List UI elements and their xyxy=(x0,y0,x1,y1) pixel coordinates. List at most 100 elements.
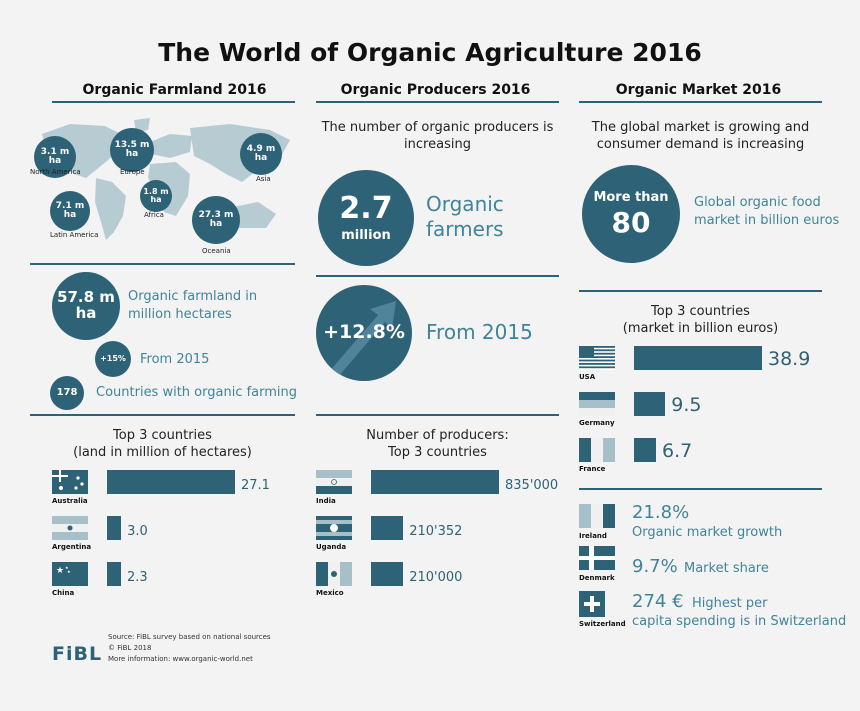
page-title: The World of Organic Agriculture 2016 xyxy=(158,38,702,67)
bar xyxy=(371,470,499,494)
market-subtitle: The global market is growing and consumer… xyxy=(591,120,810,152)
bar xyxy=(107,470,235,494)
region-oceania-label: Oceania xyxy=(202,247,231,255)
region-asia-label: Asia xyxy=(256,175,271,183)
market-top3-chart: USA 38.9 Germany 9.5 France 6.7 xyxy=(579,346,829,486)
svg-text:★: ★ xyxy=(56,566,64,576)
ireland-fact-label: Organic market growth xyxy=(632,525,783,540)
denmark-label: Denmark xyxy=(579,574,615,582)
switzerland-label: Switzerland xyxy=(579,620,626,628)
bar xyxy=(371,562,404,586)
country-label: France xyxy=(579,465,606,473)
bar-value-label: 9.5 xyxy=(671,394,702,416)
farmland-header-rule xyxy=(52,101,295,103)
australia-flag-icon xyxy=(52,470,88,494)
region-asia-bubble: 4.9 m ha xyxy=(240,133,282,175)
denmark-flag-icon xyxy=(579,546,615,570)
fibl-logo: FiBL xyxy=(52,643,103,665)
producers-header-rule xyxy=(316,101,559,103)
switzerland-flag-icon xyxy=(579,591,605,617)
country-label: China xyxy=(52,589,75,597)
bar xyxy=(634,438,657,462)
market-header: Organic Market 2016 xyxy=(615,82,782,98)
country-label: Mexico xyxy=(316,589,344,597)
farmland-countries-label: Countries with organic farming xyxy=(96,385,298,400)
bar-value-label: 27.1 xyxy=(241,478,270,493)
india-flag-icon xyxy=(316,470,352,494)
farmland-countries-bubble: 178 xyxy=(50,376,84,410)
region-europe-bubble: 13.5 m ha xyxy=(110,128,154,172)
denmark-fact-label: Market share xyxy=(684,561,769,576)
bar xyxy=(107,562,121,586)
bar-value-label: 6.7 xyxy=(662,440,693,462)
producers-divider-1 xyxy=(316,275,559,277)
uganda-flag-icon xyxy=(316,516,352,540)
svg-text:★: ★ xyxy=(65,565,69,570)
region-latin-america-label: Latin America xyxy=(50,231,99,239)
market-divider-2 xyxy=(579,488,822,490)
country-label: Australia xyxy=(52,497,88,505)
country-label: Uganda xyxy=(316,543,347,551)
market-main-bubble: More than 80 xyxy=(582,165,680,263)
region-europe-label: Europe xyxy=(120,168,145,176)
farmland-growth-label: From 2015 xyxy=(140,352,210,367)
region-north-america-label: North America xyxy=(30,168,81,176)
producers-main-bubble: 2.7 million xyxy=(318,170,414,266)
region-north-america-bubble: 3.1 m ha xyxy=(34,136,76,178)
farmland-total-label: Organic farmland in million hectares xyxy=(128,289,258,322)
usa-flag-icon xyxy=(579,346,615,370)
region-africa-label: Africa xyxy=(144,211,164,219)
bar-value-label: 835'000 xyxy=(505,478,559,493)
region-africa-bubble: 1.8 m ha xyxy=(140,180,172,212)
producers-divider-2 xyxy=(316,414,559,416)
switzerland-fact-label: Highest per xyxy=(692,596,768,611)
argentina-flag-icon xyxy=(52,516,88,540)
germany-flag-icon xyxy=(579,392,615,416)
growth-arrow-icon xyxy=(328,301,396,377)
ireland-value: 21.8% xyxy=(632,502,690,523)
farmland-top3-title: Top 3 countries (land in million of hecta… xyxy=(73,428,252,460)
switzerland-value: 274 € xyxy=(632,591,684,612)
bar-value-label: 3.0 xyxy=(127,524,148,539)
producers-growth-label: From 2015 xyxy=(426,320,533,344)
producers-main-label: Organic farmers xyxy=(426,192,504,241)
denmark-value: 9.7% xyxy=(632,556,678,577)
producers-top3-chart: India 835'000 Uganda 210'352 Mexico 210'000 xyxy=(316,470,566,610)
farmland-growth-bubble: +15% xyxy=(95,341,131,377)
market-top3-title: Top 3 countries (market in billion euros) xyxy=(622,304,779,336)
svg-text:★: ★ xyxy=(67,569,71,574)
farmland-total-bubble: 57.8 m ha xyxy=(52,272,120,340)
bar-value-label: 38.9 xyxy=(768,348,811,370)
footer-source: Source: FiBL survey based on national so… xyxy=(108,633,271,663)
region-oceania-bubble: 27.3 m ha xyxy=(192,196,240,244)
country-label: Argentina xyxy=(52,543,92,551)
producers-growth-bubble: +12.8% xyxy=(316,285,412,381)
china-flag-icon: ★ ★ ★ xyxy=(52,562,88,586)
bar xyxy=(634,392,666,416)
market-header-rule xyxy=(579,101,822,103)
market-divider-1 xyxy=(579,290,822,292)
country-label: India xyxy=(316,497,336,505)
land-top3-chart: Australia 27.1 Argentina 3.0 ★ ★ ★ China 2.3 xyxy=(52,470,302,610)
farmland-divider-2 xyxy=(30,414,295,416)
bar-value-label: 210'352 xyxy=(409,524,463,539)
bar xyxy=(371,516,404,540)
ireland-flag-icon xyxy=(579,504,615,528)
bar-value-label: 2.3 xyxy=(127,570,148,585)
mexico-flag-icon xyxy=(316,562,352,586)
france-flag-icon xyxy=(579,438,615,462)
producers-subtitle: The number of organic producers is increa… xyxy=(321,120,554,152)
producers-top3-title: Number of producers: Top 3 countries xyxy=(366,428,509,460)
country-label: Germany xyxy=(579,419,615,427)
bar xyxy=(634,346,762,370)
switzerland-fact-label-2: capita spending is in Switzerland xyxy=(632,614,847,629)
region-latin-america-bubble: 7.1 m ha xyxy=(50,191,90,231)
farmland-divider-1 xyxy=(30,263,295,265)
farmland-header: Organic Farmland 2016 xyxy=(82,82,267,98)
country-label: USA xyxy=(579,373,596,381)
producers-header: Organic Producers 2016 xyxy=(340,82,531,98)
market-main-label: Global organic food market in billion eur… xyxy=(694,195,840,228)
bar-value-label: 210'000 xyxy=(409,570,463,585)
ireland-label: Ireland xyxy=(579,532,607,540)
bar xyxy=(107,516,122,540)
